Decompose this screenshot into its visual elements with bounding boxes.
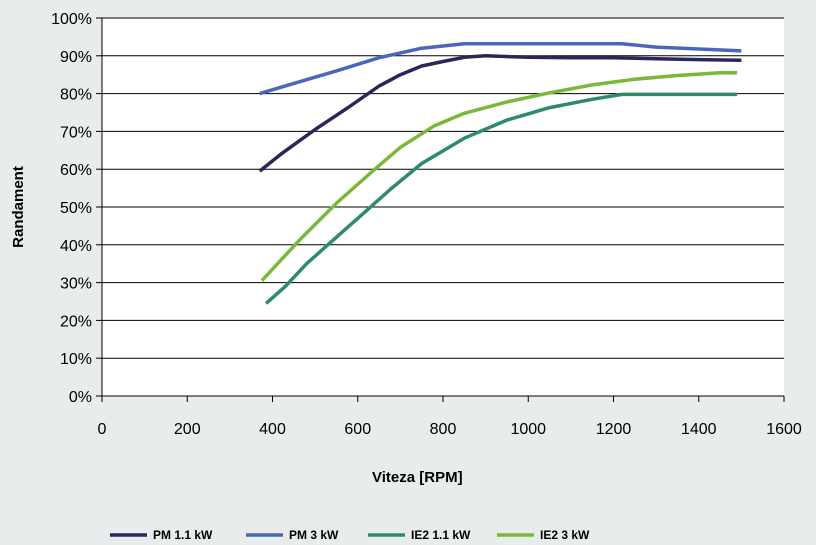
x-tick-label: 1000: [510, 421, 546, 438]
legend-label: IE2 3 kW: [540, 528, 590, 542]
x-tick-label: 800: [430, 421, 457, 438]
y-tick-label: 60%: [60, 162, 92, 179]
y-tick-label: 30%: [60, 276, 92, 293]
x-tick-label: 1400: [681, 421, 717, 438]
legend-item-ie2-3-kw: IE2 3 kW: [497, 528, 590, 542]
legend-label: PM 3 kW: [289, 528, 339, 542]
legend-label: PM 1.1 kW: [153, 528, 213, 542]
y-axis-ticks: 0% 10% 20% 30% 40% 50% 60% 70% 80% 90% 100%: [51, 11, 102, 406]
legend: PM 1.1 kW PM 3 kW IE2 1.1 kW IE2 3 kW: [110, 528, 590, 542]
series-line-ie2-1-1-kw: [264, 92, 738, 305]
series-line-pm-1-1-kw: [258, 54, 742, 173]
x-tick-label: 1200: [596, 421, 632, 438]
x-axis-title: Viteza [RPM]: [372, 469, 463, 486]
legend-item-pm-3-kw: PM 3 kW: [246, 528, 339, 542]
series-line-ie2-3-kw: [260, 71, 738, 282]
gridlines: [102, 17, 784, 397]
legend-item-pm-1-1-kw: PM 1.1 kW: [110, 528, 213, 542]
legend-label: IE2 1.1 kW: [411, 528, 471, 542]
y-tick-label: 50%: [60, 200, 92, 217]
x-tick-label: 1600: [766, 421, 802, 438]
legend-item-ie2-1-1-kw: IE2 1.1 kW: [368, 528, 471, 542]
y-tick-label: 20%: [60, 313, 92, 330]
y-tick-label: 80%: [60, 87, 92, 104]
y-tick-label: 90%: [60, 49, 92, 66]
x-axis-ticks: 0 200 400 600 800 1000 1200 1400 1600: [98, 396, 802, 438]
y-tick-label: 0%: [69, 389, 92, 406]
y-tick-label: 10%: [60, 351, 92, 368]
series-line-pm-3-kw: [259, 41, 742, 96]
x-tick-label: 200: [174, 421, 201, 438]
y-tick-label: 40%: [60, 238, 92, 255]
y-tick-label: 100%: [51, 11, 92, 28]
x-tick-label: 600: [344, 421, 371, 438]
x-tick-label: 0: [98, 421, 107, 438]
y-axis-title: Randament: [10, 166, 27, 248]
x-tick-label: 400: [259, 421, 286, 438]
y-tick-label: 70%: [60, 124, 92, 141]
series-lines: [258, 41, 742, 305]
